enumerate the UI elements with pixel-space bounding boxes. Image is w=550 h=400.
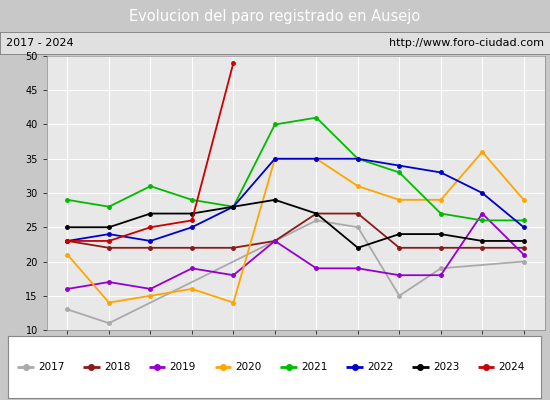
Text: 2020: 2020 <box>235 362 262 372</box>
Text: 2023: 2023 <box>433 362 459 372</box>
Text: http://www.foro-ciudad.com: http://www.foro-ciudad.com <box>389 38 544 48</box>
Text: 2017 - 2024: 2017 - 2024 <box>6 38 73 48</box>
Text: 2019: 2019 <box>169 362 196 372</box>
Text: 2022: 2022 <box>367 362 393 372</box>
Text: 2021: 2021 <box>301 362 328 372</box>
Text: 2024: 2024 <box>499 362 525 372</box>
Text: 2018: 2018 <box>104 362 130 372</box>
Text: 2017: 2017 <box>38 362 64 372</box>
Text: Evolucion del paro registrado en Ausejo: Evolucion del paro registrado en Ausejo <box>129 8 421 24</box>
